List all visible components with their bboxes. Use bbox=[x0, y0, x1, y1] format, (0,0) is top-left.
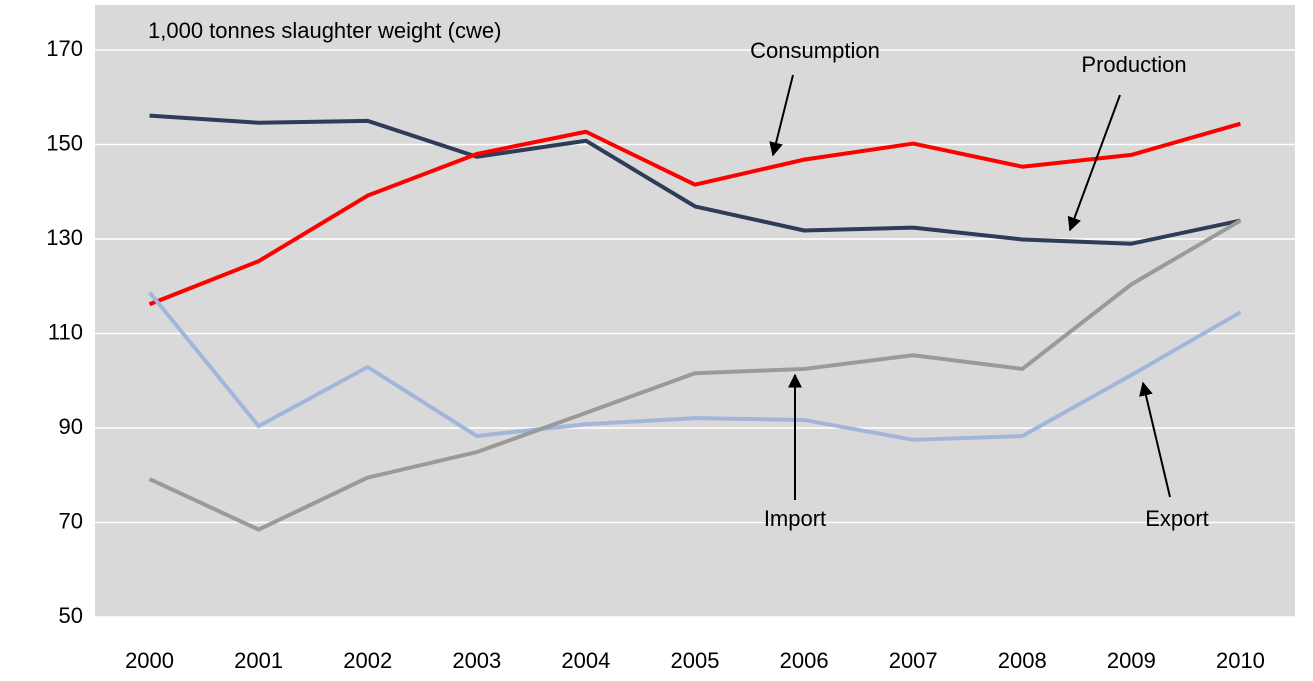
x-tick-label: 2000 bbox=[125, 648, 174, 673]
x-tick-label: 2002 bbox=[343, 648, 392, 673]
arrow bbox=[769, 74, 794, 157]
y-tick-label: 110 bbox=[48, 319, 83, 344]
series-line bbox=[149, 113, 1241, 246]
x-tick-label: 2008 bbox=[998, 648, 1047, 673]
arrow bbox=[1067, 94, 1121, 232]
x-tick-label: 2010 bbox=[1216, 648, 1265, 673]
y-axis-label: 1,000 tonnes slaughter weight (cwe) bbox=[148, 18, 501, 43]
y-tick-label: 50 bbox=[59, 603, 83, 628]
y-tick-label: 90 bbox=[59, 414, 83, 439]
y-tick-label: 70 bbox=[59, 508, 83, 533]
x-tick-label: 2009 bbox=[1107, 648, 1156, 673]
series-line bbox=[147, 291, 1242, 442]
x-tick-label: 2007 bbox=[889, 648, 938, 673]
annotation: Consumption bbox=[750, 38, 880, 63]
series-line bbox=[148, 121, 1241, 307]
annotation: Import bbox=[764, 506, 826, 531]
annotation: Production bbox=[1081, 52, 1186, 77]
series-line bbox=[148, 218, 1242, 532]
arrow bbox=[1139, 381, 1171, 498]
x-tick-label: 2005 bbox=[671, 648, 720, 673]
x-tick-label: 2006 bbox=[780, 648, 829, 673]
annotation: Export bbox=[1145, 506, 1209, 531]
y-tick-label: 130 bbox=[46, 225, 83, 250]
x-tick-label: 2004 bbox=[561, 648, 610, 673]
y-tick-label: 170 bbox=[46, 36, 83, 61]
plot-area bbox=[95, 5, 1295, 617]
y-tick-label: 150 bbox=[46, 130, 83, 155]
x-tick-label: 2001 bbox=[234, 648, 283, 673]
x-tick-label: 2003 bbox=[452, 648, 501, 673]
